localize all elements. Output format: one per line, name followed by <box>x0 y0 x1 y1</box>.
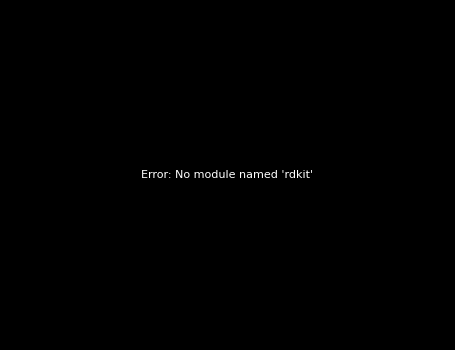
Text: Error: No module named 'rdkit': Error: No module named 'rdkit' <box>142 170 313 180</box>
